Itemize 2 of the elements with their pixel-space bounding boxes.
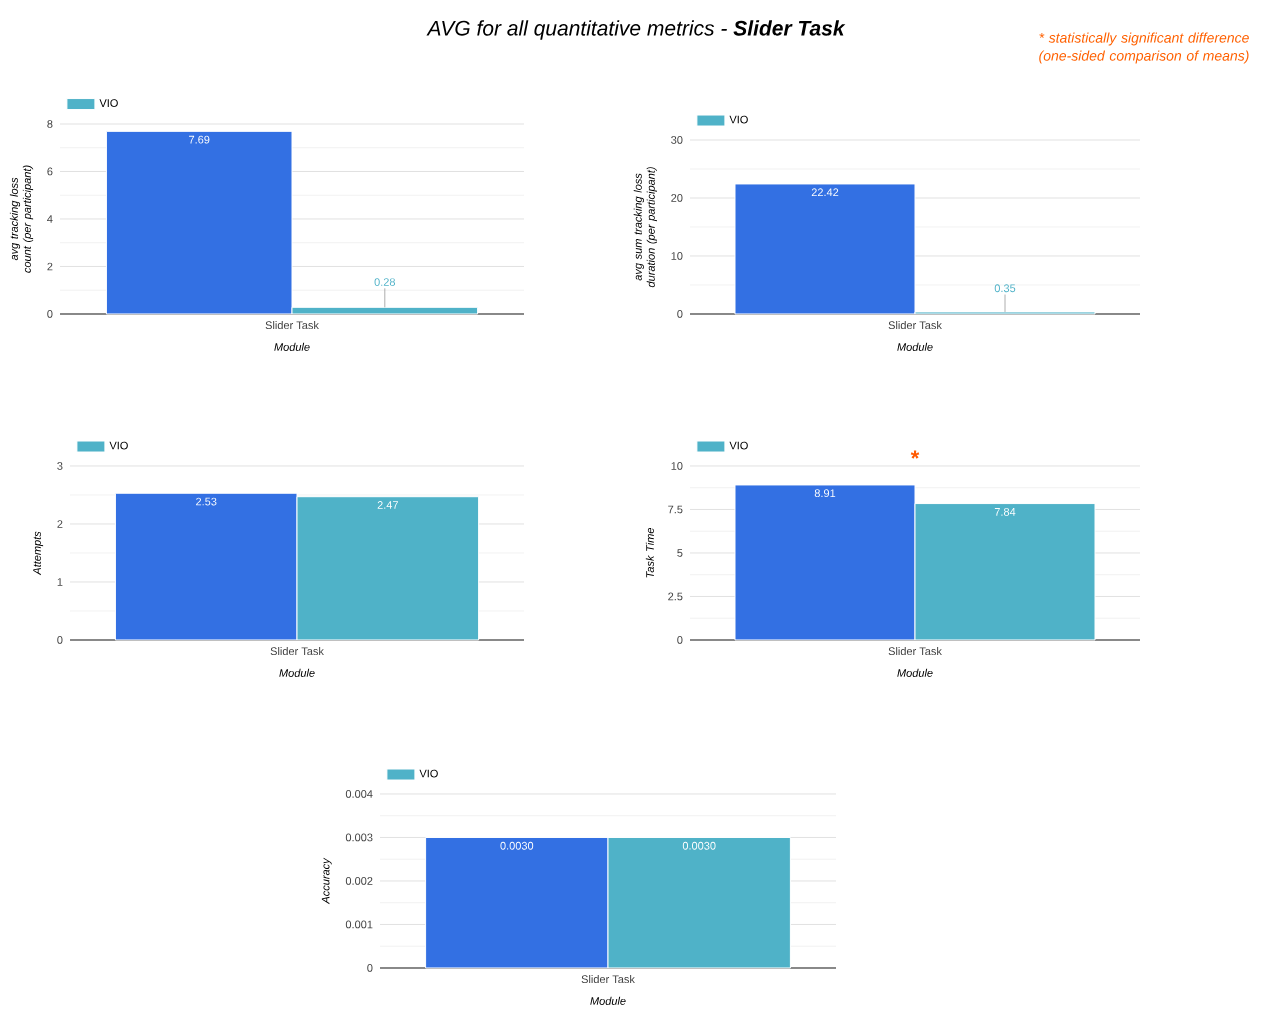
text: AVG for all quantitative metrics - Slider Task [426,20,846,40]
text: * [910,450,920,459]
